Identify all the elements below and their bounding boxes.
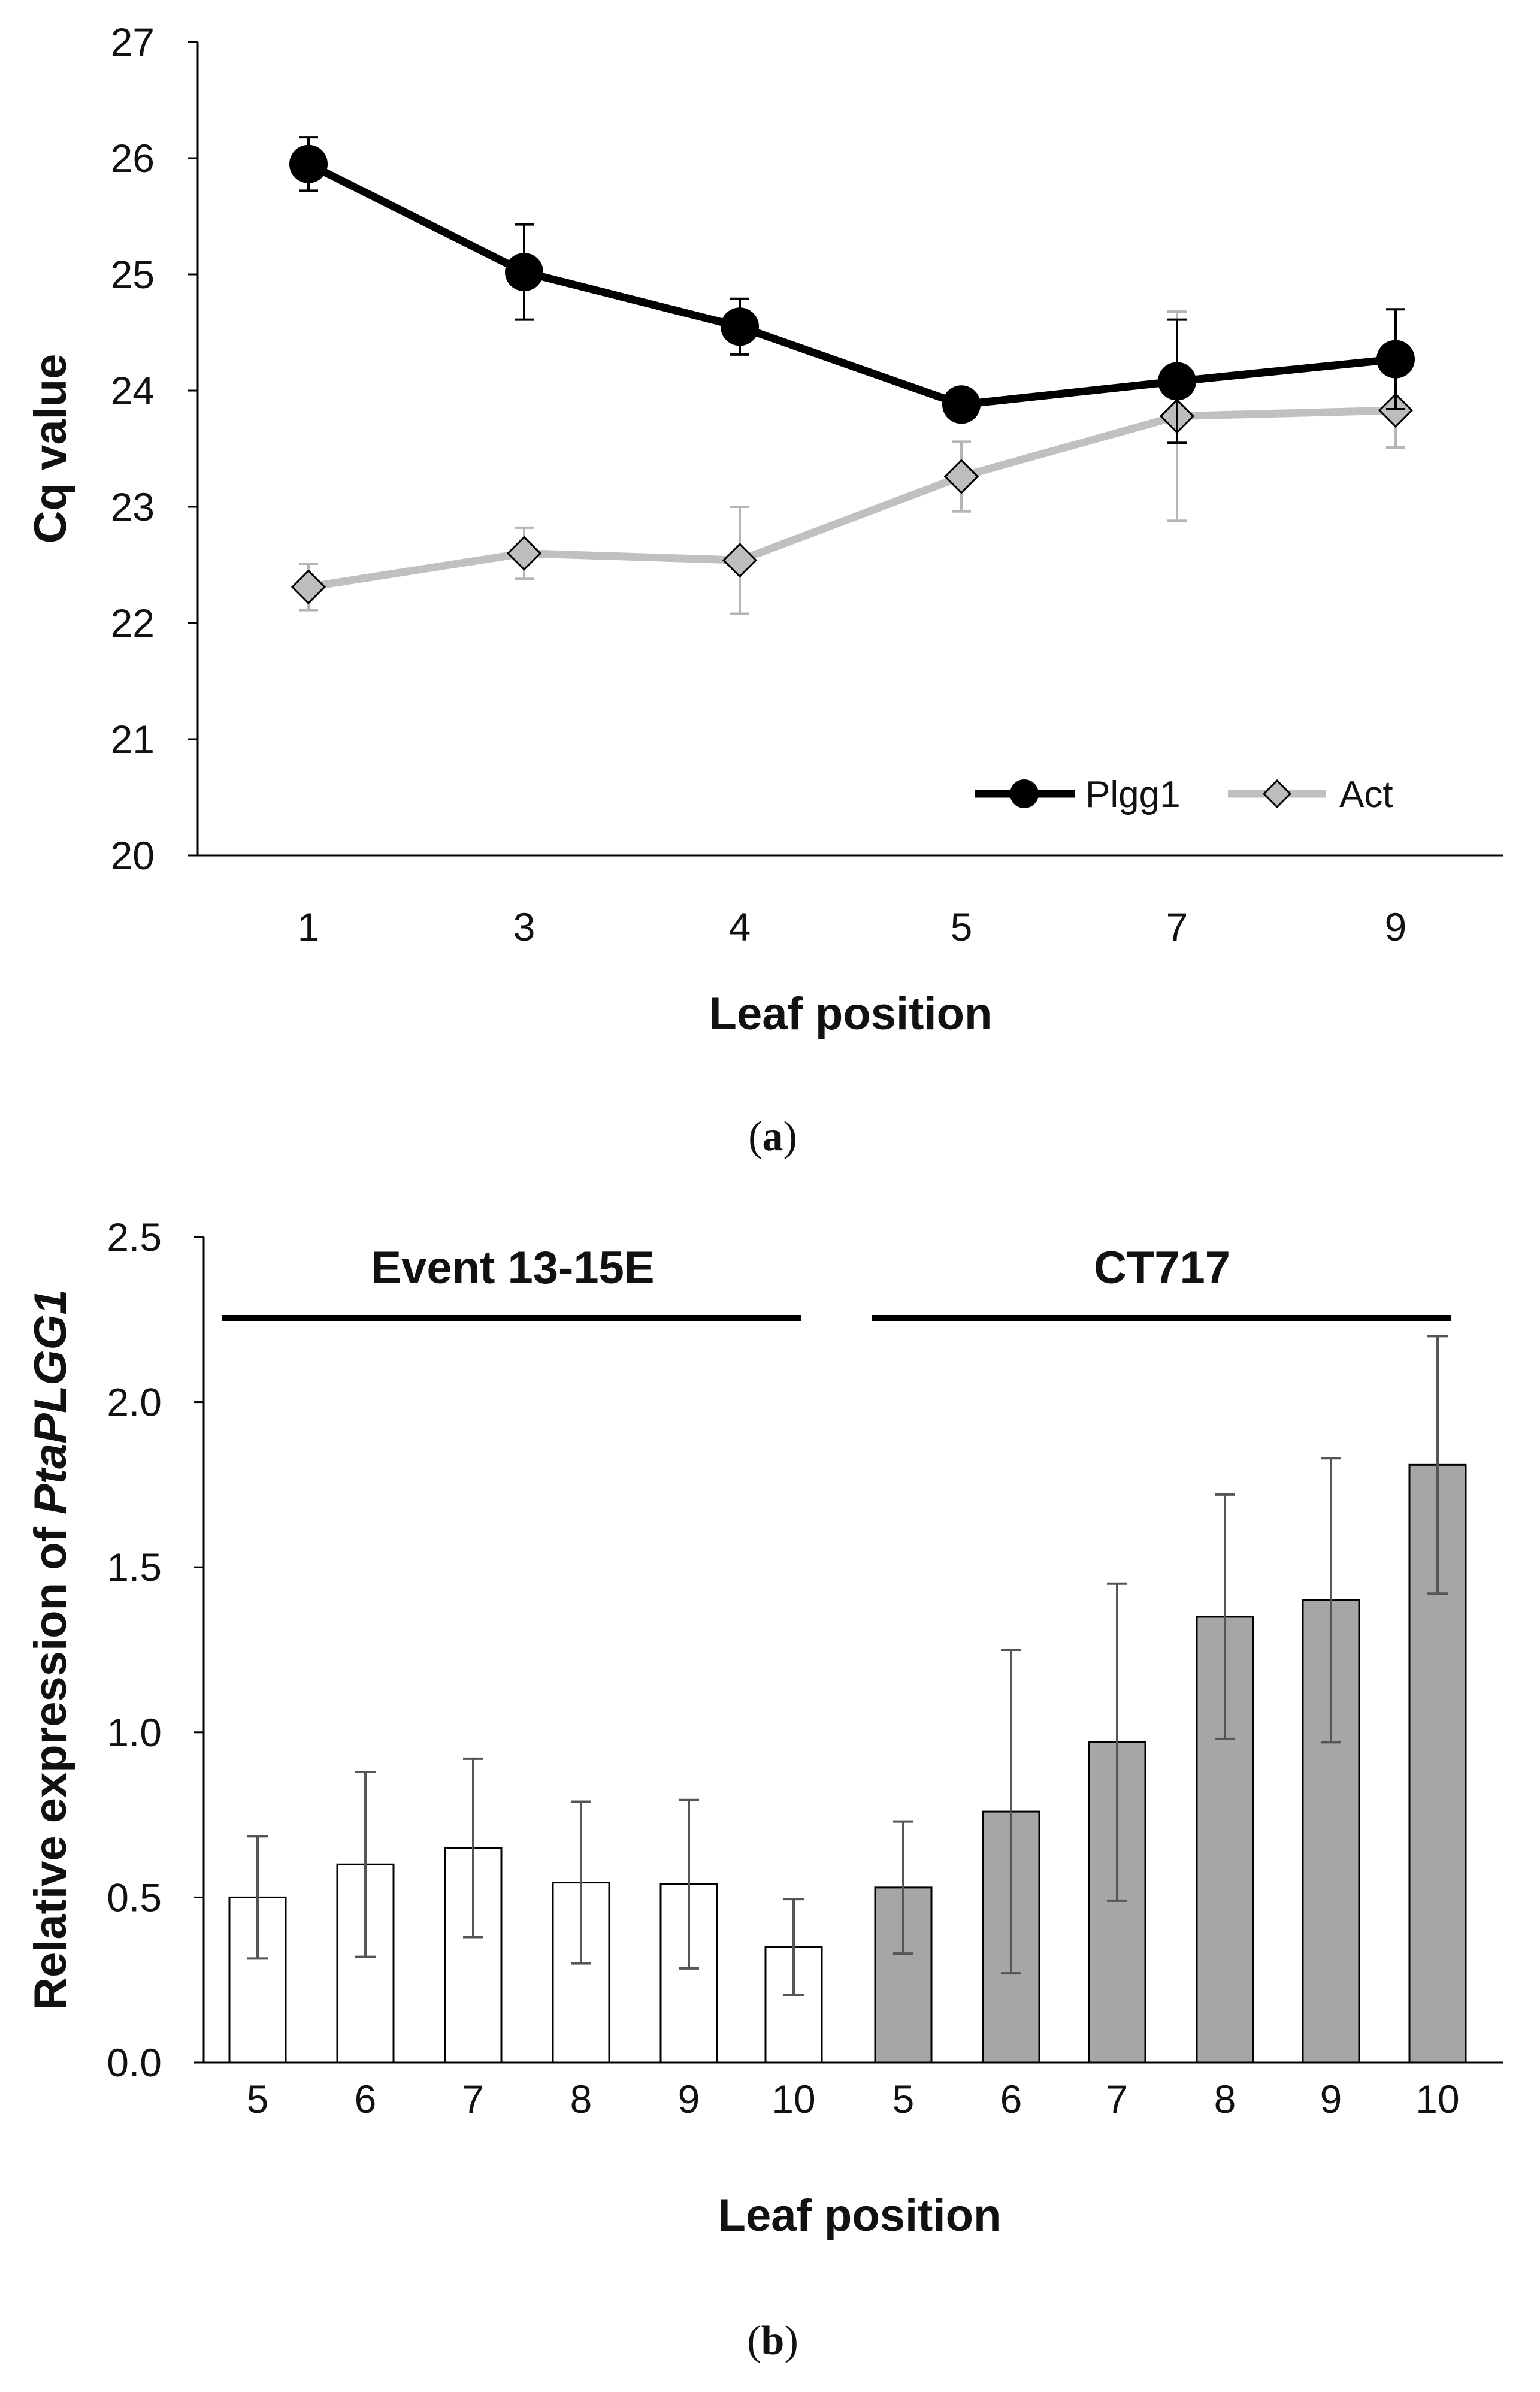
series-group-a — [289, 136, 1415, 615]
legend-marker-act — [1262, 779, 1292, 809]
y-tick-label: 2.0 — [107, 1380, 162, 1425]
y-tick-label: 26 — [111, 136, 155, 180]
y-tick-label: 1.5 — [107, 1545, 162, 1589]
x-tick-labels-b: 5 6 7 8 9 10 5 6 7 8 9 10 — [247, 2077, 1460, 2121]
data-point-diamond — [943, 459, 979, 494]
y-tick-label: 1.0 — [107, 1710, 162, 1755]
x-tick-label: 7 — [1106, 2077, 1128, 2121]
x-tick-label: 7 — [1166, 905, 1188, 949]
series-plgg1 — [289, 136, 1415, 444]
x-tick-labels-a: 1 3 4 5 7 9 — [298, 905, 1407, 949]
bar-chart-panel-b: 0.0 0.5 1.0 1.5 2.0 2.5 5 6 7 8 9 10 5 6 7 8 9 10 Event … — [25, 1215, 1503, 2364]
x-tick-label: 6 — [355, 2077, 377, 2121]
x-tick-label: 8 — [1214, 2077, 1236, 2121]
y-tick-label: 21 — [111, 717, 155, 761]
bars-group-b — [228, 1335, 1467, 2064]
y-axis-title-a: Cq value — [25, 354, 76, 544]
y-axis-title-b: Relative expression of PtaPLGG1 — [25, 1289, 76, 2010]
x-tick-label: 7 — [462, 2077, 485, 2121]
x-tick-label: 8 — [570, 2077, 592, 2121]
line-chart-panel-a: 20 21 22 23 24 25 26 27 1 3 4 5 7 9 Cq value Leaf po… — [25, 20, 1503, 1160]
y-tick-label: 23 — [111, 485, 155, 529]
y-tick-label: 24 — [111, 368, 155, 413]
x-tick-label: 5 — [892, 2077, 915, 2121]
data-point-diamond — [291, 569, 326, 604]
y-tick-label: 20 — [111, 833, 155, 878]
y-tick-label: 0.0 — [107, 2040, 162, 2085]
y-tick-label: 27 — [111, 20, 155, 64]
x-tick-label: 3 — [513, 905, 535, 949]
x-tick-label: 9 — [1385, 905, 1407, 949]
data-point-circle — [942, 385, 981, 424]
legend-a: Plgg1 Act — [975, 774, 1393, 815]
series-line-act — [307, 406, 1396, 591]
data-point-diamond — [722, 543, 758, 578]
group-label-ct717: CT717 — [1094, 1242, 1230, 1293]
x-tick-label: 1 — [298, 905, 320, 949]
series-act — [291, 310, 1414, 615]
y-axis-ticks-a: 20 21 22 23 24 25 26 27 — [111, 20, 198, 878]
y-tick-label: 2.5 — [107, 1215, 162, 1259]
data-point-circle — [1376, 340, 1415, 379]
y-axis-ticks-b: 0.0 0.5 1.0 1.5 2.0 2.5 — [107, 1215, 204, 2085]
data-point-circle — [721, 307, 759, 346]
x-tick-label: 5 — [951, 905, 973, 949]
data-point-circle — [289, 144, 328, 183]
legend-label-act: Act — [1339, 774, 1393, 815]
y-tick-label: 25 — [111, 252, 155, 297]
x-tick-label: 4 — [729, 905, 751, 949]
data-point-diamond — [506, 536, 542, 571]
x-tick-label: 9 — [1320, 2077, 1342, 2121]
panel-label-b: (b) — [747, 2318, 798, 2364]
group-label-event: Event 13-15E — [371, 1242, 654, 1293]
x-tick-label: 6 — [1000, 2077, 1022, 2121]
legend-marker-plgg1 — [1010, 779, 1039, 808]
series-line-plgg1 — [307, 160, 1396, 409]
y-tick-label: 0.5 — [107, 1875, 162, 1919]
legend-label-plgg1: Plgg1 — [1085, 774, 1181, 815]
x-tick-label: 10 — [1415, 2077, 1459, 2121]
x-axis-title-a: Leaf position — [709, 988, 993, 1039]
data-point-circle — [1158, 362, 1196, 401]
data-point-circle — [505, 253, 543, 292]
x-axis-title-b: Leaf position — [718, 2190, 1002, 2241]
x-tick-label: 5 — [247, 2077, 269, 2121]
panel-label-a: (a) — [748, 1114, 797, 1160]
y-tick-label: 22 — [111, 601, 155, 645]
x-tick-label: 9 — [678, 2077, 700, 2121]
x-tick-label: 10 — [771, 2077, 815, 2121]
